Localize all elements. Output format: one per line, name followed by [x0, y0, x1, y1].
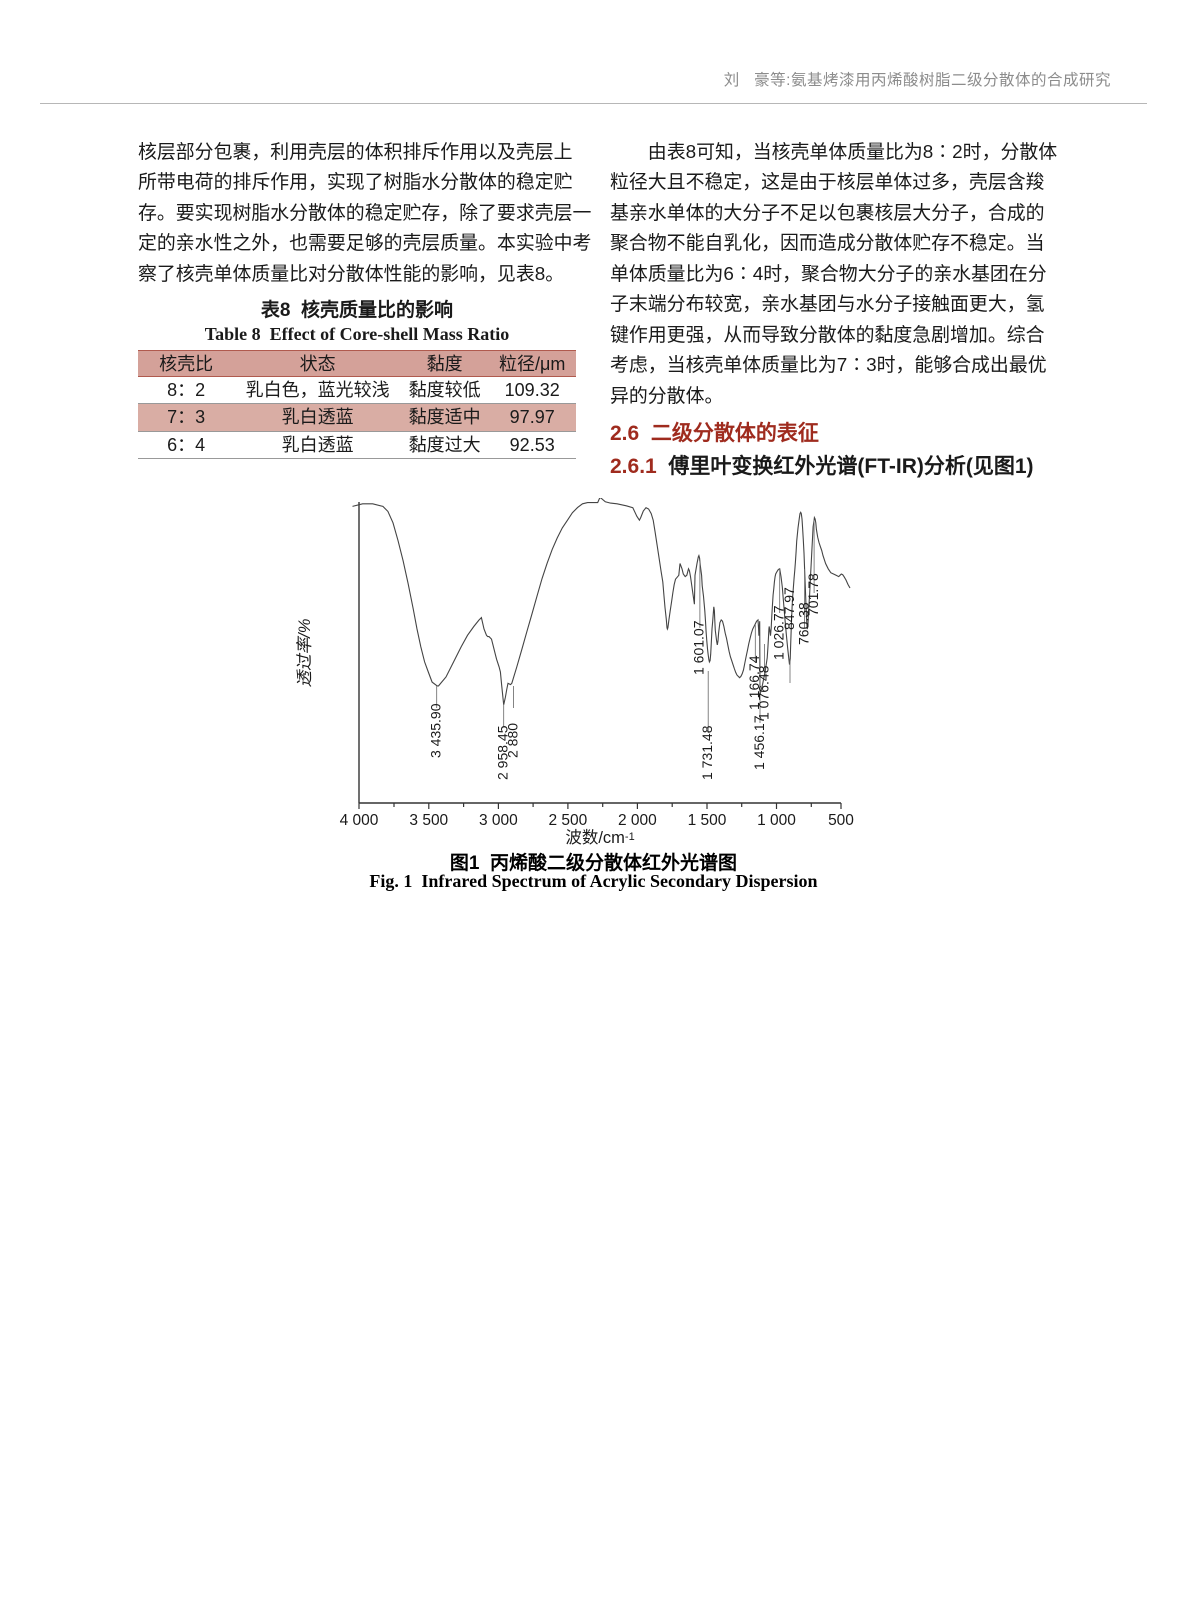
svg-text:波数/cm-1: 波数/cm-1 [565, 828, 634, 847]
svg-text:2 500: 2 500 [549, 812, 588, 829]
svg-text:701.78: 701.78 [805, 573, 821, 616]
svg-text:2 000: 2 000 [618, 812, 657, 829]
svg-text:500: 500 [828, 812, 854, 829]
svg-text:4 000: 4 000 [340, 812, 379, 829]
svg-text:1 456.17: 1 456.17 [751, 715, 767, 770]
svg-text:1 731.48: 1 731.48 [699, 725, 715, 780]
svg-text:847.97: 847.97 [781, 587, 797, 630]
svg-text:1 500: 1 500 [688, 812, 727, 829]
svg-text:透过率/%: 透过率/% [296, 619, 314, 688]
svg-text:2 880: 2 880 [504, 723, 520, 758]
svg-text:1 601.07: 1 601.07 [691, 620, 707, 675]
svg-text:3 500: 3 500 [409, 812, 448, 829]
svg-text:3 435.90: 3 435.90 [428, 703, 444, 758]
svg-text:1 000: 1 000 [757, 812, 796, 829]
svg-text:3 000: 3 000 [479, 812, 518, 829]
svg-text:1 076.48: 1 076.48 [755, 665, 771, 720]
